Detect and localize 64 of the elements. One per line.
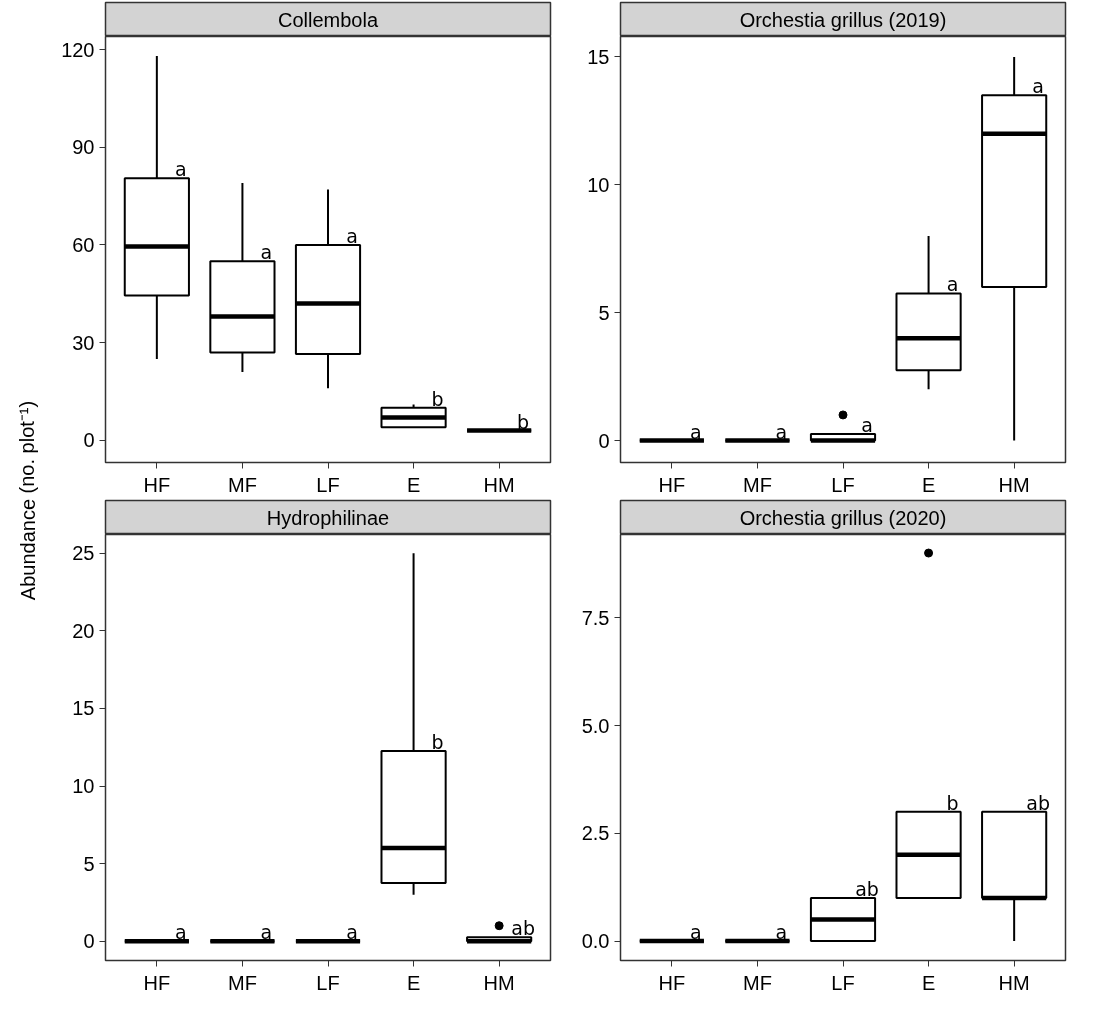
annotation: a: [175, 158, 187, 181]
chart-title: Collembola: [277, 8, 379, 31]
y-tick-label: 0.0: [581, 930, 610, 953]
x-tick-label: E: [406, 971, 421, 994]
y-tick-label: 7.5: [581, 606, 610, 629]
annotation: a: [946, 273, 959, 296]
annotation: a: [775, 921, 788, 944]
x-tick-label: HF: [143, 971, 171, 994]
annotation: b: [517, 410, 530, 433]
x-tick-label: MF: [742, 971, 772, 994]
x-tick-label: E: [921, 971, 936, 994]
y-tick-label: 5.0: [581, 714, 610, 737]
y-tick-label: 25: [72, 542, 95, 565]
x-tick-label: LF: [316, 971, 340, 994]
annotation: ab: [1026, 791, 1051, 814]
annotation: a: [1032, 75, 1044, 98]
annotation: ab: [511, 917, 536, 940]
annotation: a: [775, 420, 788, 443]
x-tick-label: MF: [227, 971, 257, 994]
y-tick-label: 0: [83, 930, 95, 953]
x-tick-label: LF: [316, 473, 340, 496]
annotation: ab: [855, 877, 879, 900]
chart-title: Hydrophilinae: [266, 506, 390, 529]
annotation: a: [260, 241, 273, 264]
y-tick-label: 30: [72, 331, 95, 354]
y-tick-label: 2.5: [581, 822, 610, 845]
chart-title: Orchestia grillus (2020): [739, 506, 947, 529]
y-tick-label: 20: [72, 619, 95, 642]
x-tick-label: LF: [831, 971, 855, 994]
annotation: b: [431, 731, 444, 754]
x-tick-label: HM: [483, 971, 515, 994]
x-tick-label: MF: [742, 473, 772, 496]
y-axis-title: Abundance (no. plot⁻¹): [16, 400, 39, 601]
x-tick-label: E: [406, 473, 421, 496]
y-tick-label: 5: [598, 301, 610, 324]
annotation: b: [946, 791, 959, 814]
annotation: a: [690, 420, 702, 443]
y-tick-label: 0: [83, 429, 95, 452]
y-tick-label: 15: [587, 45, 610, 68]
x-tick-label: HM: [998, 473, 1030, 496]
y-tick-label: 90: [72, 136, 95, 159]
x-tick-label: HF: [658, 971, 686, 994]
x-tick-label: MF: [227, 473, 257, 496]
chart-title: Orchestia grillus (2019): [739, 8, 947, 31]
x-tick-label: HM: [483, 473, 515, 496]
y-tick-label: 15: [72, 697, 95, 720]
x-tick-label: LF: [831, 473, 855, 496]
annotation: a: [346, 921, 358, 944]
annotation: a: [861, 414, 873, 437]
y-tick-label: 0: [598, 429, 610, 452]
annotation: b: [431, 387, 444, 410]
annotation: a: [346, 224, 358, 247]
y-tick-label: 120: [61, 38, 95, 61]
x-tick-label: HF: [143, 473, 171, 496]
annotation: a: [690, 921, 702, 944]
annotation: a: [260, 921, 273, 944]
x-tick-label: HF: [658, 473, 686, 496]
y-tick-label: 5: [83, 852, 95, 875]
y-tick-label: 60: [72, 233, 95, 256]
y-tick-label: 10: [587, 173, 610, 196]
x-tick-label: E: [921, 473, 936, 496]
x-tick-label: HM: [998, 971, 1030, 994]
annotation: a: [175, 921, 187, 944]
y-tick-label: 10: [72, 775, 95, 797]
